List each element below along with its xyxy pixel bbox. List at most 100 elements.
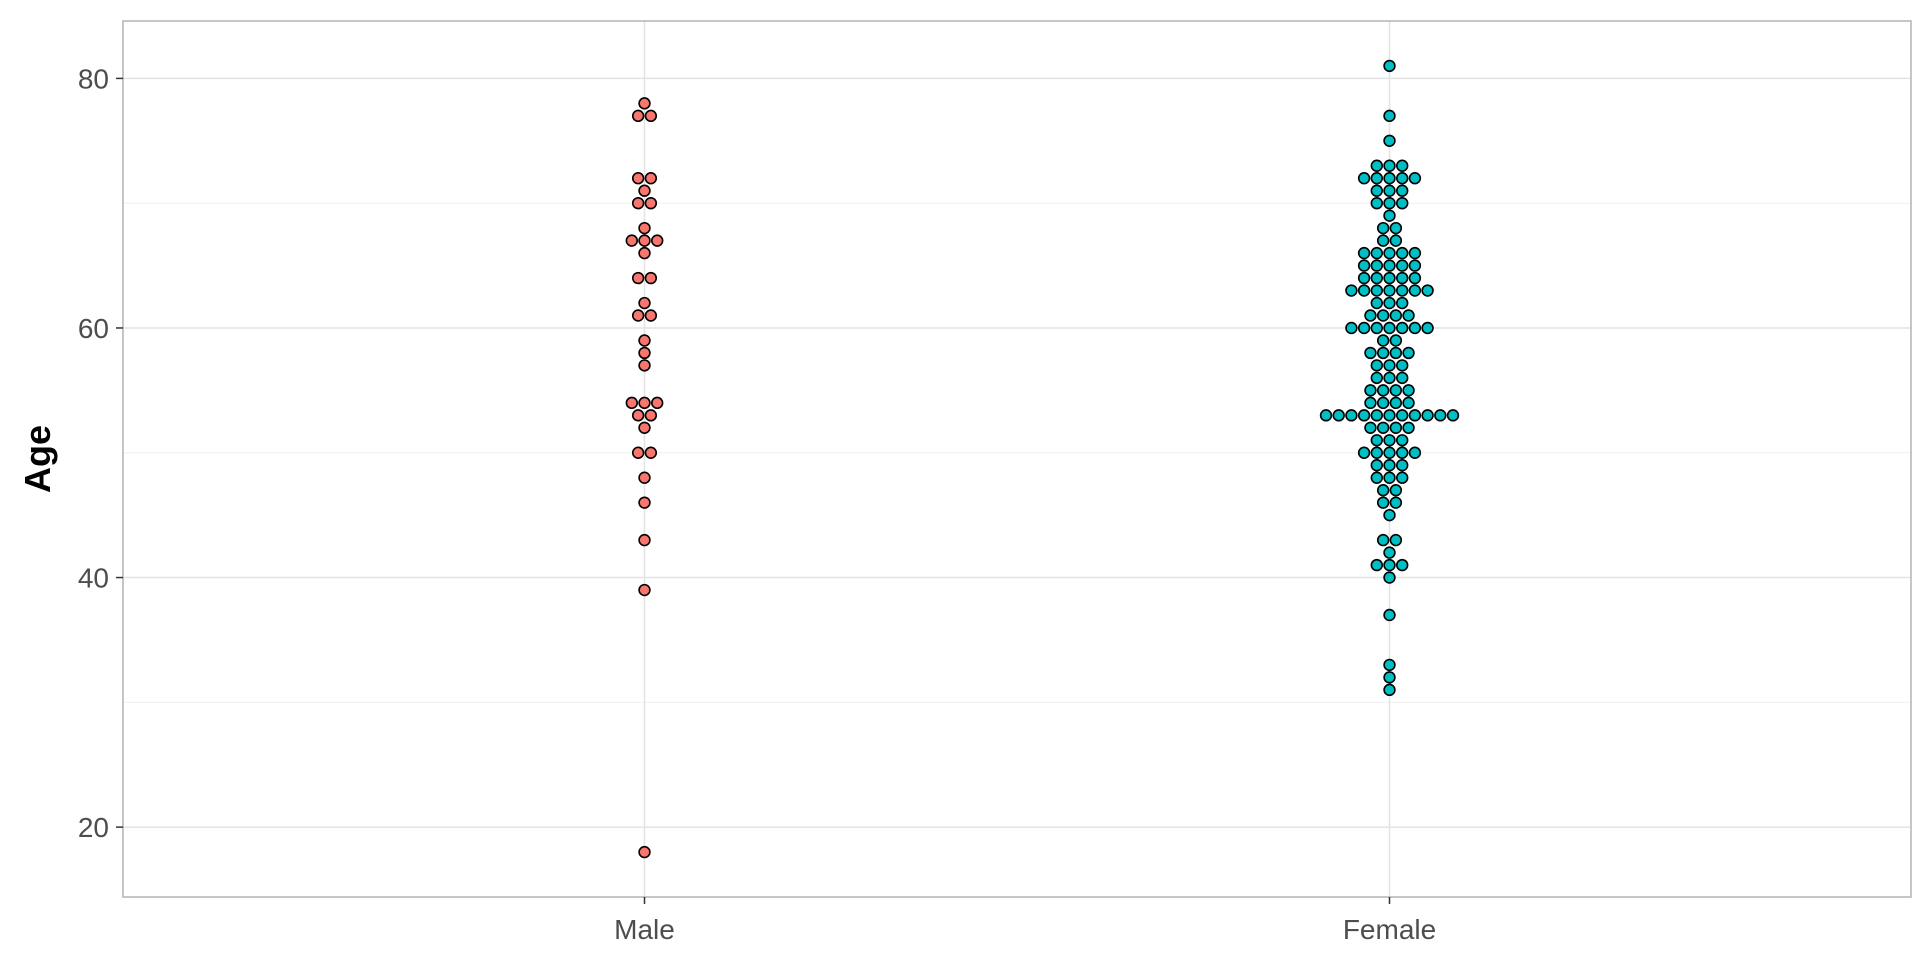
data-point — [638, 845, 651, 859]
data-point — [638, 359, 651, 372]
data-point — [631, 309, 645, 322]
data-point — [1408, 409, 1422, 422]
data-point — [1389, 346, 1403, 360]
data-point — [1383, 184, 1396, 197]
data-point — [625, 396, 638, 410]
data-point — [1383, 134, 1396, 147]
data-point — [1376, 309, 1390, 322]
data-point — [638, 97, 651, 110]
data-point — [1408, 271, 1422, 285]
data-point — [1389, 221, 1403, 235]
data-point — [1376, 483, 1390, 497]
data-point — [1395, 558, 1409, 572]
data-point — [1376, 346, 1390, 360]
data-point — [1376, 421, 1390, 435]
data-point — [1357, 271, 1371, 285]
data-point — [638, 184, 651, 197]
data-point — [1395, 159, 1409, 172]
data-point — [1383, 284, 1396, 297]
data-point — [638, 421, 651, 435]
y-axis: 20 40 60 80 — [78, 63, 123, 843]
data-point — [1376, 221, 1390, 235]
data-point — [1376, 384, 1390, 397]
data-point — [1370, 159, 1384, 172]
data-point — [1370, 271, 1384, 285]
y-tick-label: 80 — [78, 63, 109, 94]
data-point — [1402, 396, 1415, 410]
data-point — [638, 246, 651, 260]
data-point — [1395, 246, 1409, 260]
data-point — [1389, 483, 1403, 497]
data-point — [1402, 421, 1415, 435]
data-point — [1383, 172, 1396, 185]
data-point — [625, 234, 638, 247]
data-point — [631, 172, 645, 185]
data-point — [1421, 321, 1434, 335]
data-point — [1370, 246, 1384, 260]
data-point — [1319, 409, 1333, 422]
data-point — [1376, 334, 1390, 347]
data-point — [1357, 284, 1371, 297]
data-point — [1383, 59, 1396, 73]
data-point — [1395, 184, 1409, 197]
data-point — [1332, 409, 1345, 422]
data-point — [650, 396, 664, 410]
data-point — [1345, 284, 1358, 297]
data-point — [1402, 309, 1415, 322]
data-point — [631, 271, 645, 285]
data-point — [638, 583, 651, 597]
data-point — [1383, 409, 1396, 422]
data-point — [1383, 371, 1396, 385]
data-point — [644, 446, 658, 459]
y-tick-label: 60 — [78, 313, 109, 344]
data-point — [1395, 196, 1409, 210]
data-point — [1370, 321, 1384, 335]
data-point — [1383, 159, 1396, 172]
data-point — [1370, 446, 1384, 459]
data-point — [1383, 683, 1396, 697]
data-point — [1370, 459, 1384, 472]
data-points — [625, 59, 1460, 859]
data-point — [1376, 496, 1390, 509]
data-point — [1395, 359, 1409, 372]
data-point — [1402, 346, 1415, 360]
data-point — [1364, 346, 1377, 360]
data-point — [638, 334, 651, 347]
data-point — [1370, 558, 1384, 572]
data-point — [1421, 409, 1434, 422]
data-point — [1383, 471, 1396, 484]
data-point — [1383, 109, 1396, 123]
data-point — [1364, 309, 1377, 322]
data-point — [1395, 259, 1409, 272]
data-point — [1364, 396, 1377, 410]
data-point — [638, 346, 651, 360]
y-axis-title: Age — [17, 425, 58, 493]
y-tick-label: 40 — [78, 563, 109, 594]
data-point — [1383, 246, 1396, 260]
data-point — [1389, 309, 1403, 322]
x-tick-label: Male — [614, 914, 675, 945]
data-point — [644, 409, 658, 422]
data-point — [1395, 471, 1409, 484]
data-point — [1408, 446, 1422, 459]
data-point — [1370, 409, 1384, 422]
data-point — [1383, 658, 1396, 672]
data-point — [1434, 409, 1447, 422]
data-point — [644, 109, 658, 123]
data-point — [1357, 259, 1371, 272]
data-point — [1395, 172, 1409, 185]
data-point — [1446, 409, 1460, 422]
data-point — [638, 496, 651, 509]
data-point — [1345, 409, 1358, 422]
data-point — [1357, 409, 1371, 422]
data-point — [1376, 396, 1390, 410]
data-point — [1383, 608, 1396, 622]
data-point — [1364, 421, 1377, 435]
data-point — [1408, 284, 1422, 297]
data-point — [1408, 259, 1422, 272]
data-point — [1383, 259, 1396, 272]
data-point — [644, 196, 658, 210]
data-point — [1389, 234, 1403, 247]
data-point — [1389, 396, 1403, 410]
